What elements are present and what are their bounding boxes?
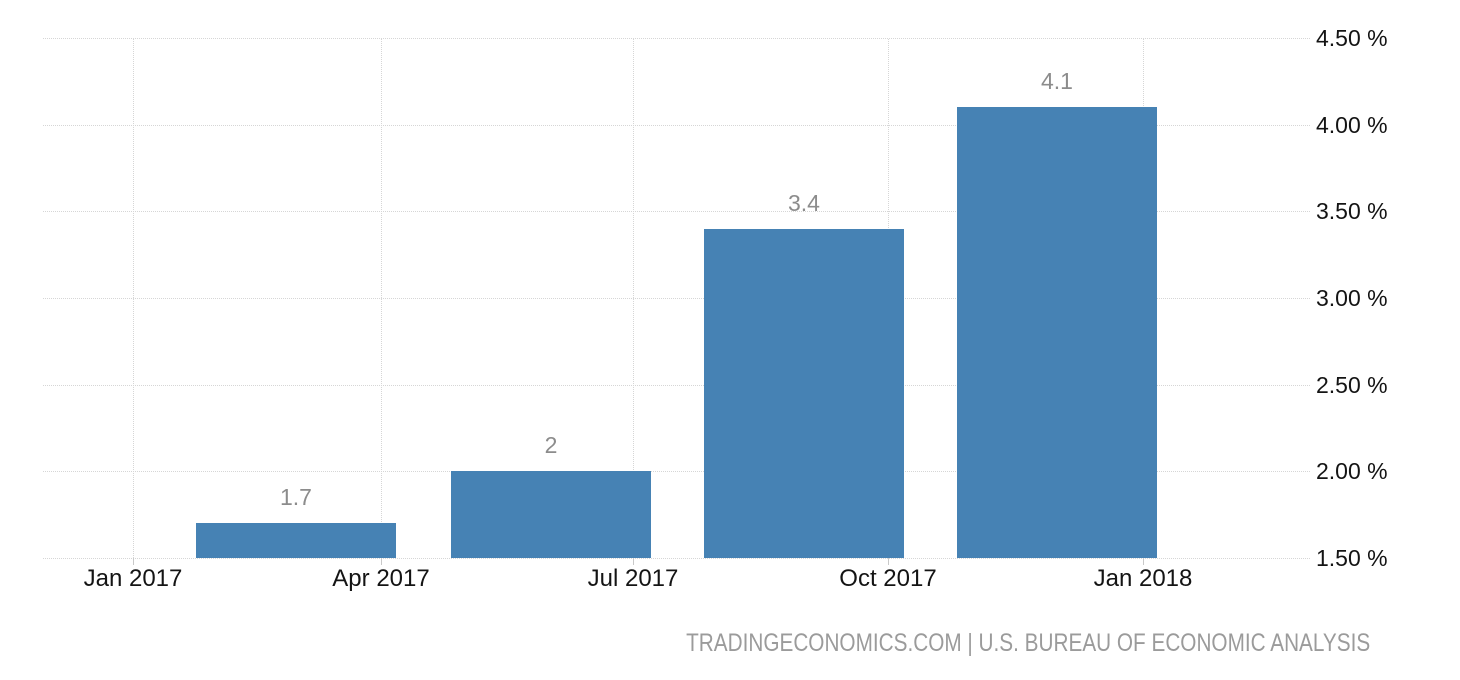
y-tick-label: 1.50 % (1316, 545, 1388, 571)
y-tick-label: 4.50 % (1316, 25, 1388, 51)
h-gridline (43, 211, 1310, 212)
x-tick-label: Apr 2017 (332, 565, 430, 592)
attribution-text: TRADINGECONOMICS.COM | U.S. BUREAU OF EC… (685, 629, 1370, 657)
bar-q4-2017[interactable] (957, 107, 1157, 558)
x-tick-label: Jul 2017 (587, 565, 679, 592)
bar-q3-2017[interactable] (704, 229, 904, 558)
h-gridline (43, 298, 1310, 299)
x-axis-line (43, 558, 1310, 559)
x-tick-mark (888, 558, 889, 565)
x-tick-label: Oct 2017 (839, 565, 937, 592)
x-tick-label: Jan 2017 (83, 565, 183, 592)
bar-value-label: 1.7 (280, 484, 312, 510)
x-tick-mark (381, 558, 382, 565)
bar-value-label: 3.4 (788, 190, 820, 216)
bar-value-label: 4.1 (1041, 68, 1073, 94)
h-gridline (43, 125, 1310, 126)
x-tick-mark (633, 558, 634, 565)
y-tick-label: 2.00 % (1316, 458, 1388, 484)
bar-value-label: 2 (544, 432, 558, 458)
y-tick-label: 4.00 % (1316, 112, 1388, 138)
h-gridline (43, 385, 1310, 386)
y-tick-label: 3.00 % (1316, 285, 1388, 311)
h-gridline (43, 471, 1310, 472)
bar-q2-2017[interactable] (451, 471, 651, 558)
h-gridline (43, 38, 1310, 39)
x-tick-mark (1143, 558, 1144, 565)
bar-q1-2017[interactable] (196, 523, 396, 558)
v-gridline (633, 39, 634, 558)
y-tick-label: 2.50 % (1316, 372, 1388, 398)
y-tick-label: 3.50 % (1316, 198, 1388, 224)
v-gridline (133, 39, 134, 558)
x-tick-mark (133, 558, 134, 565)
x-tick-label: Jan 2018 (1093, 565, 1193, 592)
v-gridline (381, 39, 382, 558)
